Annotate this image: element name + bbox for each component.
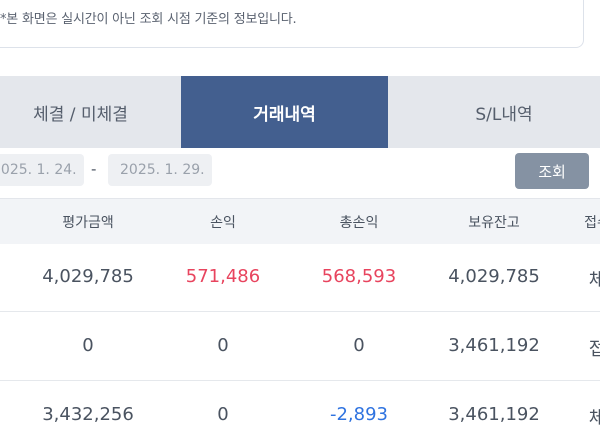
cell-balance: 4,029,785 bbox=[448, 266, 540, 287]
cell-total-pnl: -2,893 bbox=[329, 404, 389, 425]
cell-pnl: 0 bbox=[217, 335, 229, 356]
cell-pnl: 0 bbox=[217, 404, 229, 425]
tab-executed-unexecuted[interactable]: 체결 / 미체결 bbox=[0, 76, 181, 148]
start-date-field[interactable]: 2025. 1. 24. bbox=[0, 154, 84, 186]
end-date-field[interactable]: 2025. 1. 29. bbox=[108, 154, 212, 186]
table-row[interactable]: 3,432,256 0 -2,893 3,461,192 체 bbox=[0, 382, 600, 443]
cell-status: 체 bbox=[588, 270, 600, 291]
cell-status: 접 bbox=[588, 339, 600, 360]
tab-bar: 체결 / 미체결 거래내역 S/L내역 bbox=[0, 76, 600, 148]
cell-pnl: 571,486 bbox=[185, 266, 261, 287]
tab-sl-history[interactable]: S/L내역 bbox=[388, 76, 600, 148]
notice-box bbox=[0, 0, 584, 48]
header-pnl: 손익 bbox=[210, 215, 236, 231]
notice-text: *본 화면은 실시간이 아닌 조회 시점 기준의 정보입니다. bbox=[0, 12, 297, 27]
cell-total-pnl: 0 bbox=[353, 335, 365, 356]
cell-valuation: 4,029,785 bbox=[42, 266, 134, 287]
table-row[interactable]: 4,029,785 571,486 568,593 4,029,785 체 bbox=[0, 244, 600, 312]
cell-balance: 3,461,192 bbox=[448, 335, 540, 356]
cell-valuation: 0 bbox=[82, 335, 94, 356]
cell-total-pnl: 568,593 bbox=[321, 266, 397, 287]
table-row[interactable]: 0 0 0 3,461,192 접 bbox=[0, 313, 600, 381]
header-status: 접수 bbox=[584, 215, 600, 231]
tab-trade-history[interactable]: 거래내역 bbox=[181, 76, 388, 148]
header-valuation: 평가금액 bbox=[62, 215, 114, 231]
cell-status: 체 bbox=[588, 408, 600, 429]
header-total-pnl: 총손익 bbox=[339, 215, 379, 231]
header-balance: 보유잔고 bbox=[468, 215, 520, 231]
table-header: 평가금액 손익 총손익 보유잔고 접수 bbox=[0, 198, 600, 244]
cell-balance: 3,461,192 bbox=[448, 404, 540, 425]
search-button[interactable]: 조회 bbox=[515, 153, 589, 189]
cell-valuation: 3,432,256 bbox=[42, 404, 134, 425]
date-separator: - bbox=[91, 160, 97, 178]
